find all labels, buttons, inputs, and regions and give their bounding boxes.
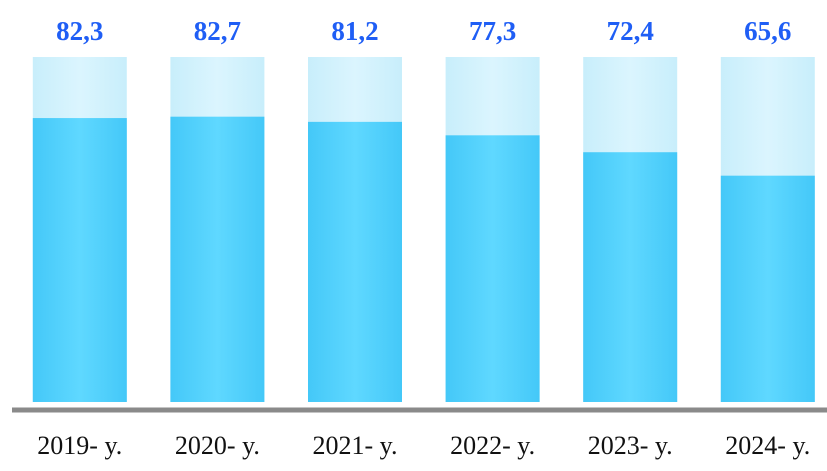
bar: [308, 121, 402, 403]
x-tick-label: 2022- y.: [450, 431, 535, 460]
x-tick-label: 2024- y.: [725, 431, 810, 460]
bar: [170, 116, 265, 402]
bar: [583, 152, 678, 402]
x-tick-label: 2021- y.: [313, 431, 398, 460]
bar: [445, 135, 540, 402]
bar: [32, 118, 127, 402]
value-label: 65,6: [744, 16, 791, 46]
bar: [720, 175, 815, 402]
x-tick-label: 2019- y.: [37, 431, 122, 460]
x-tick-label: 2020- y.: [175, 431, 260, 460]
value-label: 82,7: [194, 16, 241, 46]
value-label: 82,3: [56, 16, 103, 46]
value-label: 77,3: [469, 16, 516, 46]
value-label: 72,4: [607, 16, 654, 46]
x-tick-label: 2023- y.: [588, 431, 673, 460]
value-label: 81,2: [331, 16, 378, 46]
